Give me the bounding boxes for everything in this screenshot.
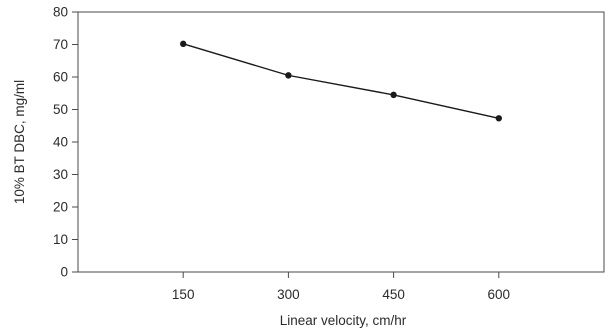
y-tick-label: 80 <box>53 5 68 20</box>
series-line <box>182 43 499 119</box>
data-point <box>180 40 187 48</box>
y-tick-label: 40 <box>53 135 68 150</box>
y-tick-label: 0 <box>60 265 68 280</box>
y-tick-label: 30 <box>53 167 68 182</box>
data-point <box>285 72 292 79</box>
x-axis-title: Linear velocity, cm/hr <box>280 313 407 328</box>
x-tick-label: 600 <box>488 287 511 302</box>
y-axis-title: 10% BT DBC, mg/ml <box>12 80 27 204</box>
x-tick-label: 150 <box>172 287 195 302</box>
y-tick-label: 10 <box>53 232 68 247</box>
y-tick-label: 20 <box>53 200 68 215</box>
x-tick-label: 450 <box>382 287 405 302</box>
y-tick-label: 60 <box>53 70 68 85</box>
data-point <box>495 115 502 122</box>
y-tick-label: 50 <box>53 102 68 117</box>
plot-frame <box>77 11 605 273</box>
y-tick-label: 70 <box>53 37 68 52</box>
x-tick-label: 300 <box>277 287 300 302</box>
data-point <box>390 91 397 99</box>
